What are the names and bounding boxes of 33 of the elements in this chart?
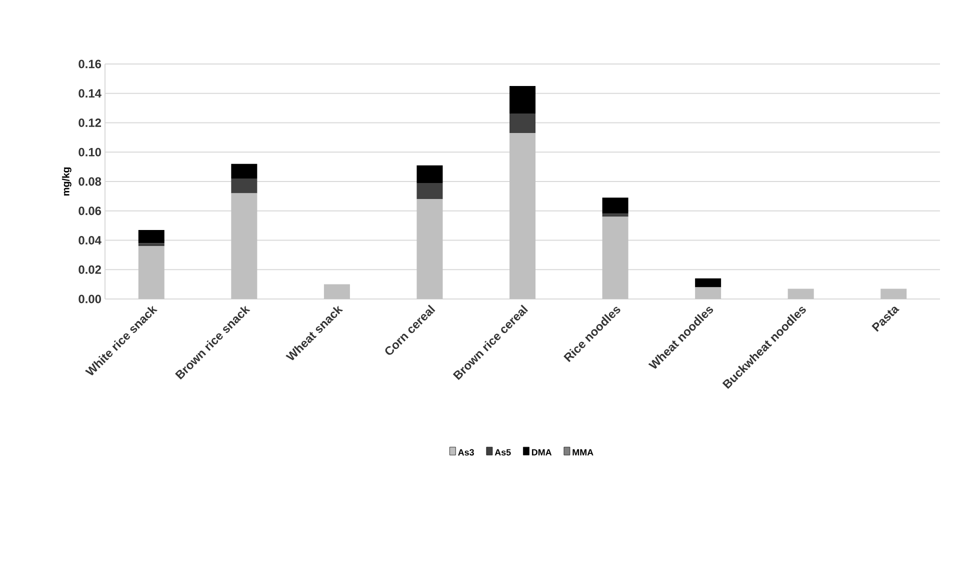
bar: [510, 86, 536, 114]
bar: [138, 243, 164, 246]
y-axis-title: mg/kg: [62, 167, 72, 196]
y-tick-label: 0.08: [78, 177, 102, 186]
bar: [138, 230, 164, 244]
legend-label: As3: [458, 449, 474, 456]
bar: [510, 114, 536, 134]
y-tick-label: 0.00: [78, 294, 101, 304]
bar: [324, 284, 350, 299]
bar: [602, 198, 628, 214]
bar: [695, 278, 722, 288]
bar: [231, 178, 258, 194]
y-tick-label: 0.14: [78, 89, 102, 98]
bar: [416, 165, 443, 183]
y-tick-label: 0.06: [78, 206, 102, 216]
bar: [695, 287, 722, 299]
bar: [138, 246, 164, 299]
bar: [602, 216, 628, 299]
legend-label: MMA: [572, 449, 594, 456]
y-tick-label: 0.04: [78, 236, 102, 244]
bar: [416, 199, 443, 299]
y-tick-label: 0.16: [78, 60, 102, 68]
bar: [231, 164, 258, 179]
bar: [510, 133, 536, 299]
bar: [880, 288, 907, 299]
bar: [231, 193, 258, 299]
y-tick-label: 0.02: [78, 265, 102, 274]
y-tick-label: 0.12: [78, 118, 102, 127]
bar: [788, 288, 814, 299]
bar: [416, 182, 443, 200]
legend-label: As5: [494, 449, 511, 456]
legend-label: DMA: [532, 449, 552, 456]
y-tick-label: 0.10: [78, 148, 101, 156]
